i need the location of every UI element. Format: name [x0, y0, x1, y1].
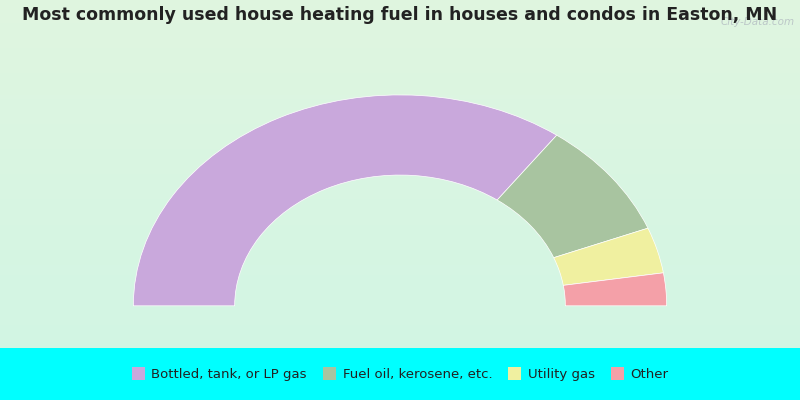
Text: City-Data.com: City-Data.com [721, 17, 794, 27]
Legend: Bottled, tank, or LP gas, Fuel oil, kerosene, etc., Utility gas, Other: Bottled, tank, or LP gas, Fuel oil, kero… [126, 362, 674, 386]
Wedge shape [554, 228, 663, 285]
Wedge shape [134, 95, 557, 306]
Wedge shape [563, 273, 666, 306]
Wedge shape [497, 135, 648, 258]
Text: Most commonly used house heating fuel in houses and condos in Easton, MN: Most commonly used house heating fuel in… [22, 6, 778, 24]
